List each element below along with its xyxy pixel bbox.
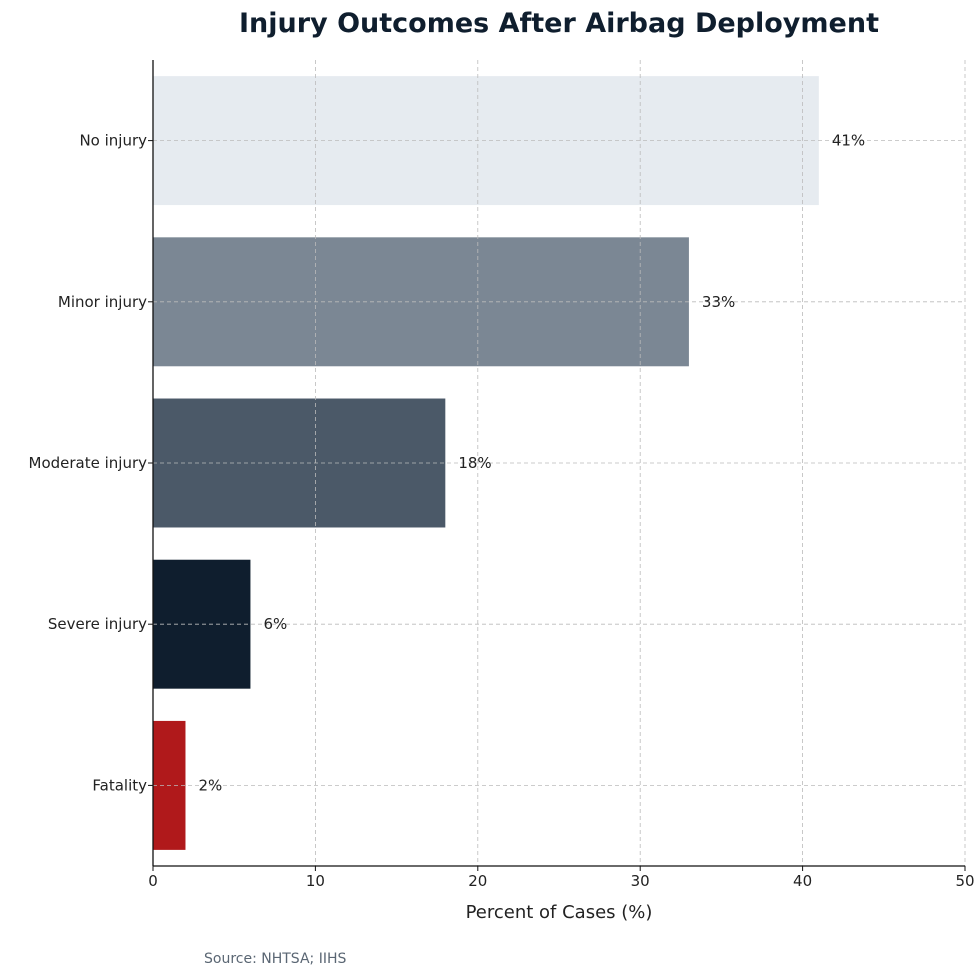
category-label: Moderate injury	[29, 454, 148, 472]
x-tick-label: 50	[955, 872, 974, 890]
category-label: Minor injury	[58, 293, 147, 311]
data-label: 33%	[702, 293, 735, 311]
x-tick-label: 0	[148, 872, 158, 890]
category-label: Severe injury	[48, 615, 147, 633]
category-label: No injury	[79, 132, 147, 150]
data-labels: 41% 33% 18% 6% 2%	[198, 132, 865, 795]
chart-title: Injury Outcomes After Airbag Deployment	[239, 8, 879, 39]
data-label: 6%	[263, 615, 287, 633]
x-ticks: 0 10 20 30 40 50	[148, 866, 975, 890]
data-label: 41%	[832, 132, 865, 150]
source-note: Source: NHTSA; IIHS	[204, 951, 346, 967]
x-tick-label: 20	[468, 872, 487, 890]
data-label: 2%	[198, 776, 222, 794]
x-tick-label: 30	[631, 872, 650, 890]
category-labels: No injury Minor injury Moderate injury Seve…	[29, 132, 153, 794]
grid-overlay	[153, 60, 966, 866]
x-tick-label: 40	[793, 872, 812, 890]
category-label: Fatality	[92, 776, 147, 794]
bar	[153, 398, 446, 528]
x-tick-label: 10	[306, 872, 325, 890]
data-label: 18%	[458, 454, 491, 472]
x-axis-label: Percent of Cases (%)	[466, 902, 653, 923]
